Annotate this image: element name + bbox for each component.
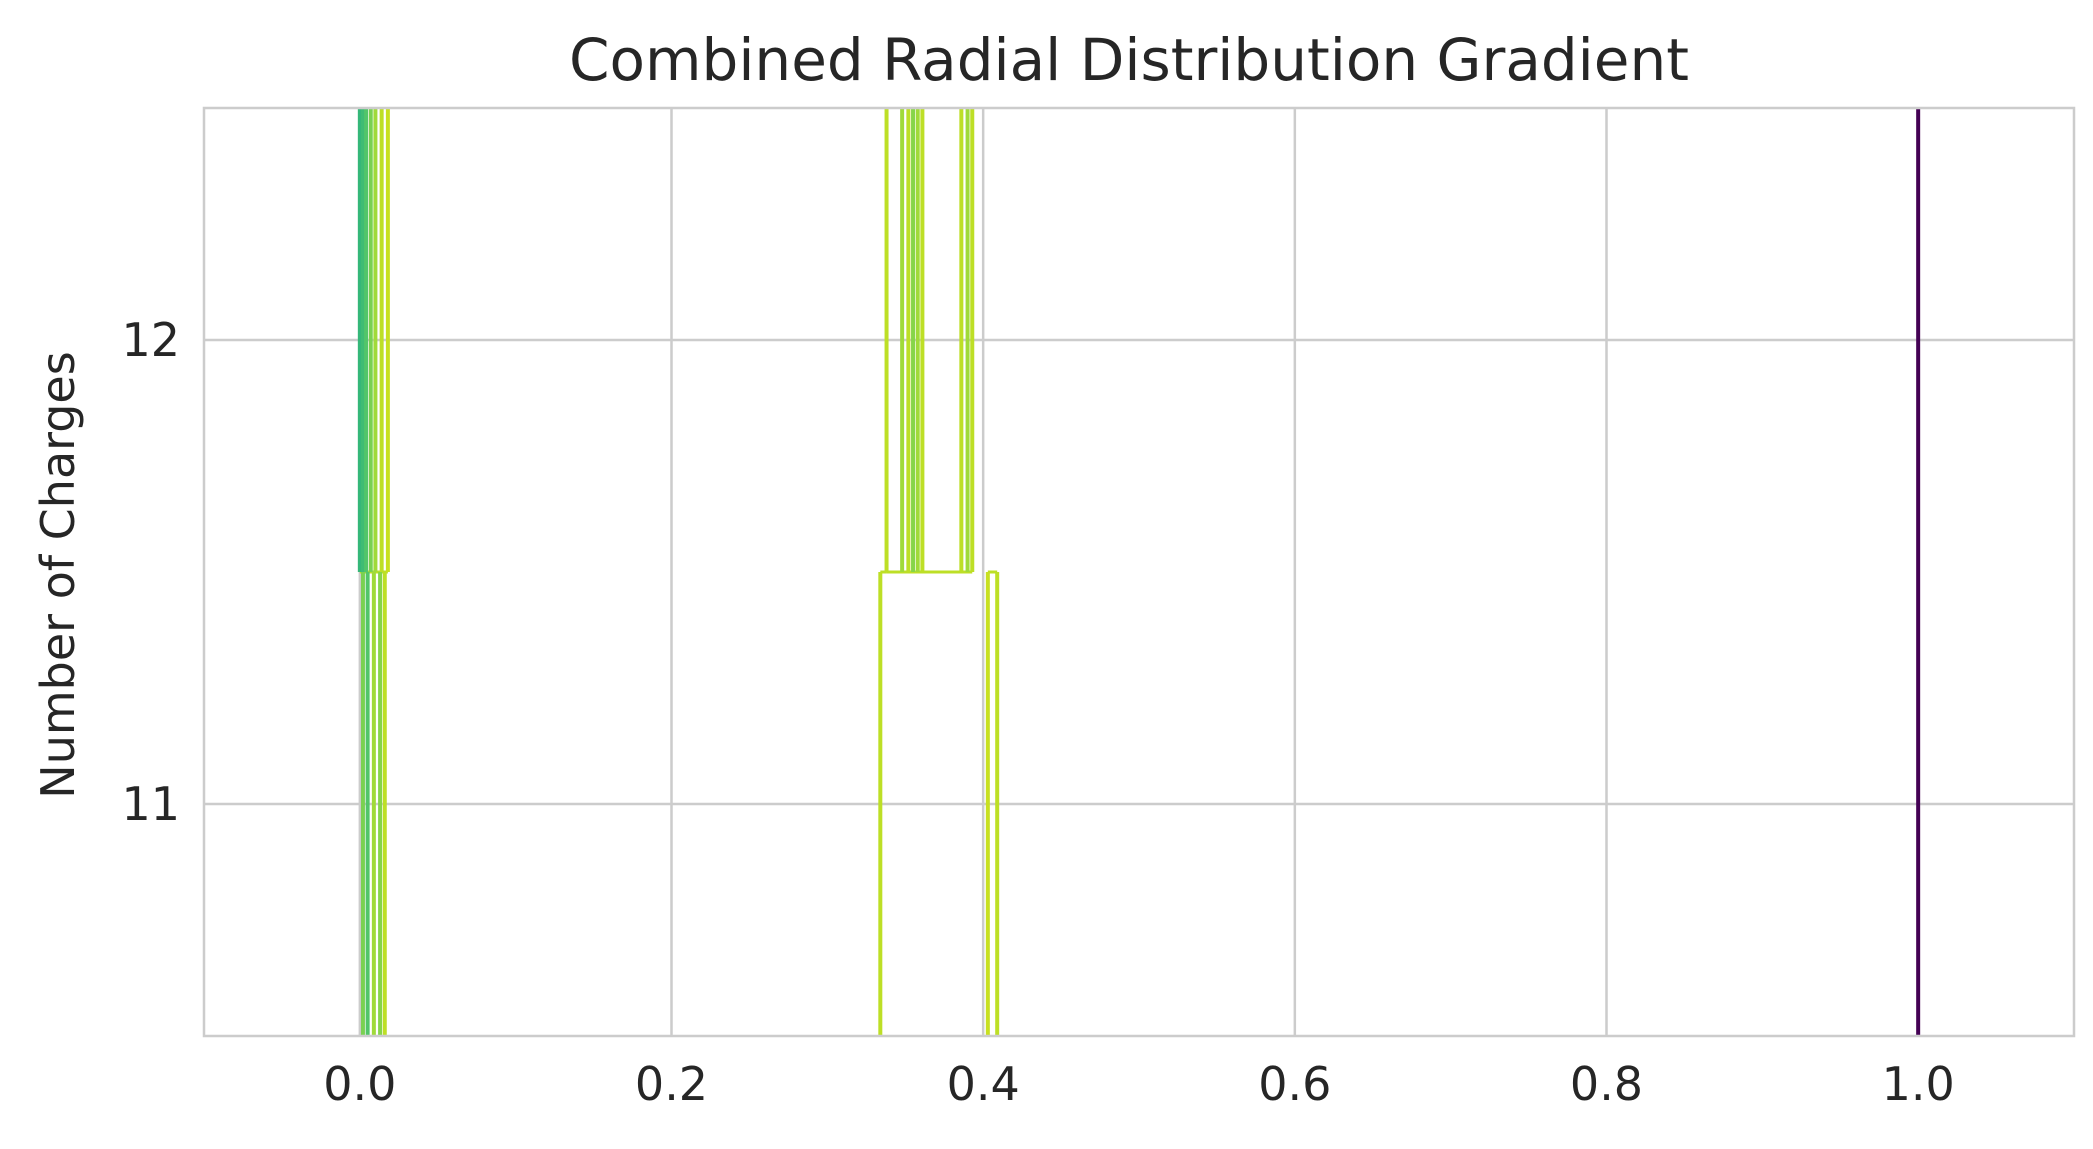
y-tick-label: 12 [121, 313, 180, 367]
grid [204, 108, 2074, 1036]
x-tick-label: 0.4 [947, 1057, 1020, 1111]
y-axis-label: Number of Charges [31, 351, 85, 798]
data-marks [357, 108, 1921, 1036]
x-tick-label: 0.2 [635, 1057, 708, 1111]
x-tick-label: 0.6 [1258, 1057, 1331, 1111]
y-tick-labels: 11 12 [121, 313, 180, 831]
plot-frame [202, 106, 2076, 1038]
x-tick-label: 0.8 [1570, 1057, 1643, 1111]
x-tick-label: 0.0 [323, 1057, 396, 1111]
y-tick-label: 11 [121, 777, 180, 831]
x-tick-labels: 0.0 0.2 0.4 0.6 0.8 1.0 [323, 1057, 1954, 1111]
chart-title: Combined Radial Distribution Gradient [569, 26, 1689, 94]
x-tick-label: 1.0 [1882, 1057, 1955, 1111]
